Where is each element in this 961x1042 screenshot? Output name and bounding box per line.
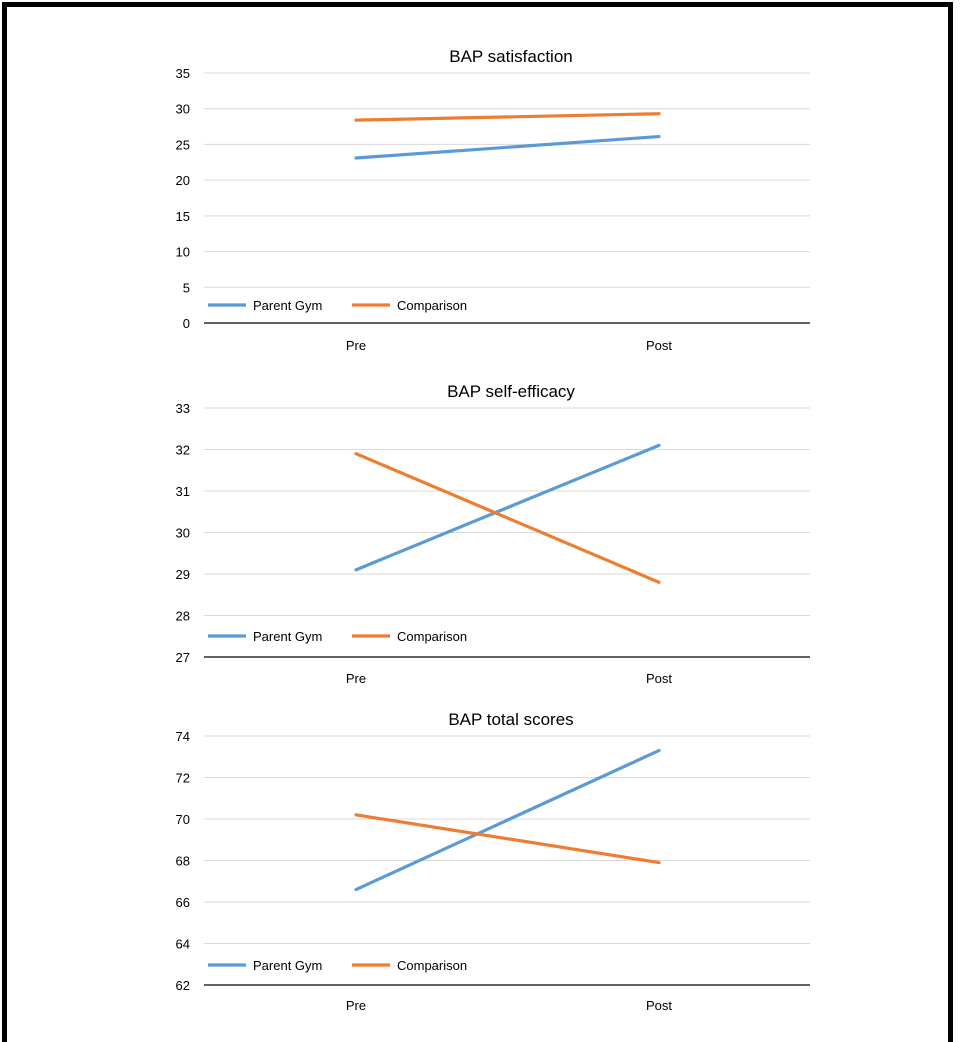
x-tick-label: Post [646, 998, 672, 1013]
y-tick-label: 30 [176, 102, 190, 117]
x-tick-label: Post [646, 671, 672, 686]
y-tick-label: 10 [176, 245, 190, 260]
legend-label: Comparison [397, 958, 467, 973]
series-line-comparison [354, 112, 661, 122]
x-tick-label: Pre [346, 671, 366, 686]
y-tick-label: 0 [183, 316, 190, 331]
legend-label: Parent Gym [253, 958, 322, 973]
y-tick-label: 25 [176, 137, 190, 152]
x-tick-label: Post [646, 338, 672, 353]
legend-label: Parent Gym [253, 298, 322, 313]
chart-1: BAP satisfaction 0 5 10 15 20 25 30 35 Pre Post Par… [176, 47, 810, 353]
x-tick-label: Pre [346, 998, 366, 1013]
y-tick-label: 15 [176, 209, 190, 224]
series-line-parent-gym [354, 748, 661, 892]
y-tick-label: 20 [176, 173, 190, 188]
y-tick-label: 62 [176, 978, 190, 993]
chart-title: BAP total scores [448, 710, 573, 729]
y-tick-label: 70 [176, 812, 190, 827]
y-tick-label: 64 [176, 937, 190, 952]
y-tick-label: 68 [176, 854, 190, 869]
y-tick-label: 29 [176, 567, 190, 582]
y-tick-label: 33 [176, 401, 190, 416]
series-line-parent-gym [354, 443, 661, 572]
series-line-comparison [354, 813, 661, 865]
y-tick-label: 27 [176, 650, 190, 665]
y-tick-label: 72 [176, 771, 190, 786]
chart-title: BAP self-efficacy [447, 382, 575, 401]
series-line-parent-gym [354, 134, 661, 160]
y-tick-label: 35 [176, 66, 190, 81]
y-tick-label: 28 [176, 609, 190, 624]
y-tick-label: 32 [176, 443, 190, 458]
y-tick-label: 5 [183, 280, 190, 295]
x-tick-label: Pre [346, 338, 366, 353]
legend-label: Parent Gym [253, 629, 322, 644]
chart-2: BAP self-efficacy 27 28 29 30 31 32 33 Pre Post Pa… [176, 382, 810, 686]
y-tick-label: 31 [176, 484, 190, 499]
series-line-comparison [354, 452, 661, 584]
legend-label: Comparison [397, 298, 467, 313]
y-tick-label: 74 [176, 729, 190, 744]
chart-3: BAP total scores 62 64 66 68 70 72 74 Pre Post Par… [176, 710, 810, 1013]
legend-label: Comparison [397, 629, 467, 644]
y-tick-label: 66 [176, 895, 190, 910]
y-tick-label: 30 [176, 526, 190, 541]
chart-title: BAP satisfaction [449, 47, 572, 66]
